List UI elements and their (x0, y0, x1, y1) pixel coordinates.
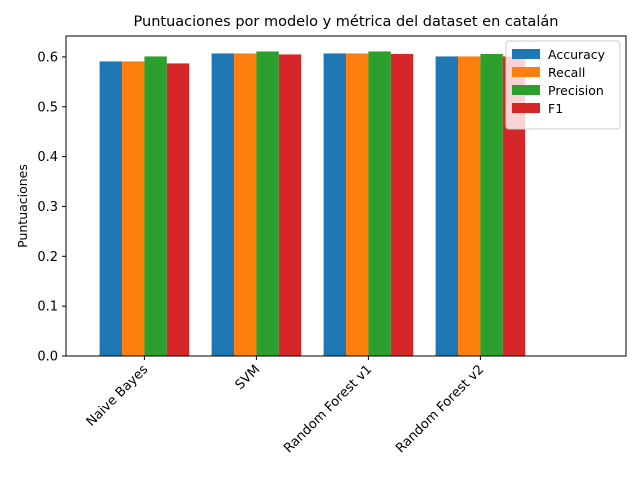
bar-accuracy-4 (435, 56, 458, 357)
bar-f1-2 (278, 54, 302, 356)
bars-group (99, 51, 526, 357)
legend-label-accuracy: Accuracy (548, 47, 606, 62)
chart-title: Puntuaciones por modelo y métrica del da… (134, 14, 559, 30)
y-axis-ticks: 0.0 0.1 0.2 0.3 0.4 0.5 0.6 (37, 50, 66, 365)
plot-frame (65, 35, 627, 357)
legend-swatch-recall (512, 67, 540, 77)
bar-f1-4 (502, 56, 526, 357)
legend-swatch-precision (512, 85, 540, 95)
bar-precision-2 (256, 51, 279, 356)
legend-label-f1: F1 (548, 101, 563, 116)
legend-label-precision: Precision (548, 83, 604, 98)
bar-precision-3 (368, 51, 391, 356)
y-tick-label: 0.0 (37, 350, 58, 365)
legend-swatch-accuracy (512, 49, 540, 59)
legend-label-recall: Recall (548, 65, 585, 80)
y-tick-label: 0.3 (37, 200, 58, 215)
legend: Accuracy Recall Precision F1 (505, 40, 621, 130)
legend-swatch-f1 (512, 103, 540, 113)
y-tick-label: 0.4 (37, 150, 58, 165)
bar-recall-3 (346, 53, 369, 356)
bar-accuracy-1 (99, 61, 122, 356)
bar-f1-3 (390, 53, 414, 357)
y-tick-label: 0.2 (37, 250, 58, 265)
bar-accuracy-3 (323, 53, 346, 356)
y-tick-label: 0.6 (37, 50, 58, 65)
bar-precision-1 (144, 56, 167, 357)
bar-recall-2 (234, 53, 257, 356)
bar-recall-1 (122, 61, 145, 356)
bar-precision-4 (480, 53, 503, 357)
bar-f1-1 (166, 63, 190, 356)
bar-accuracy-2 (211, 53, 234, 356)
y-axis-label: Puntuaciones (15, 164, 30, 248)
y-tick-label: 0.1 (37, 300, 58, 315)
y-tick-label: 0.5 (37, 100, 58, 115)
bar-recall-4 (458, 56, 481, 357)
